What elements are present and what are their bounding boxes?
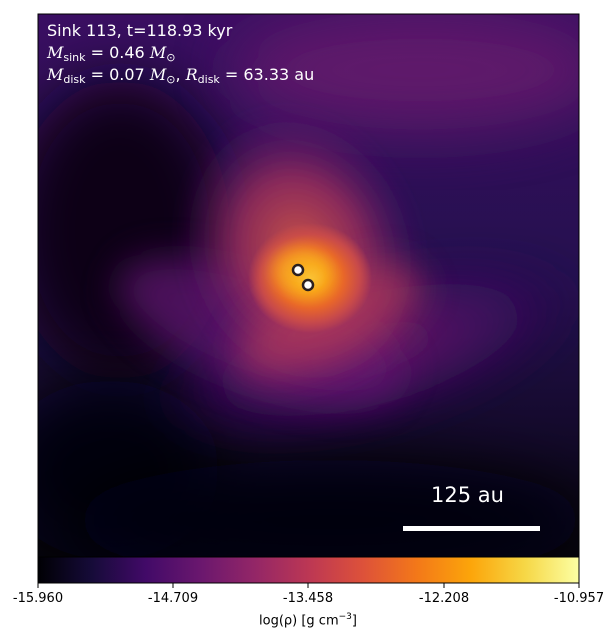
solar-symbol: ⊙ — [166, 73, 176, 86]
scale-bar — [403, 526, 540, 531]
density-image — [38, 14, 579, 557]
sink-marker-1 — [291, 263, 305, 277]
disk-mass-subscript: disk — [63, 73, 86, 86]
disk-mass-symbol: M — [47, 65, 64, 84]
colorbar-tick-label: -10.957 — [553, 591, 605, 606]
colorbar-label-suffix: ] — [351, 613, 357, 629]
colorbar-ticks — [37, 583, 580, 588]
sink-mass-subscript: sink — [63, 51, 86, 64]
sink-mass-symbol: M — [47, 43, 64, 62]
colorbar-tick-label: -14.709 — [147, 591, 199, 606]
sink-mass-line: Msink = 0.46 M⊙ — [47, 42, 175, 63]
disk-mass-unit: M — [149, 65, 167, 84]
disk-radius-symbol: R — [185, 65, 198, 84]
sink-title: Sink 113, t=118.93 kyr — [47, 21, 233, 40]
separator: , — [175, 65, 186, 84]
colorbar-tick-label: -12.208 — [418, 591, 470, 606]
solar-symbol: ⊙ — [166, 51, 176, 64]
disk-props-line: Mdisk = 0.07 M⊙, Rdisk = 63.33 au — [47, 64, 314, 85]
colorbar-tick-label: -15.960 — [12, 591, 64, 606]
colorbar-label-prefix: log(ρ) [g cm — [259, 613, 339, 629]
colorbar-tick-label: -13.458 — [282, 591, 334, 606]
sink-mass-unit: M — [149, 43, 167, 62]
colorbar — [38, 557, 579, 583]
sink-mass-value: = 0.46 — [85, 43, 150, 62]
disk-mass-value: = 0.07 — [85, 65, 150, 84]
disk-radius-value: = 63.33 au — [219, 65, 315, 84]
sink-marker-2 — [301, 278, 315, 292]
scale-bar-label: 125 au — [431, 483, 504, 507]
disk-radius-subscript: disk — [197, 73, 220, 86]
colorbar-label-exponent: −3 — [338, 612, 352, 622]
colorbar-label: log(ρ) [g cm−3] — [259, 612, 357, 628]
